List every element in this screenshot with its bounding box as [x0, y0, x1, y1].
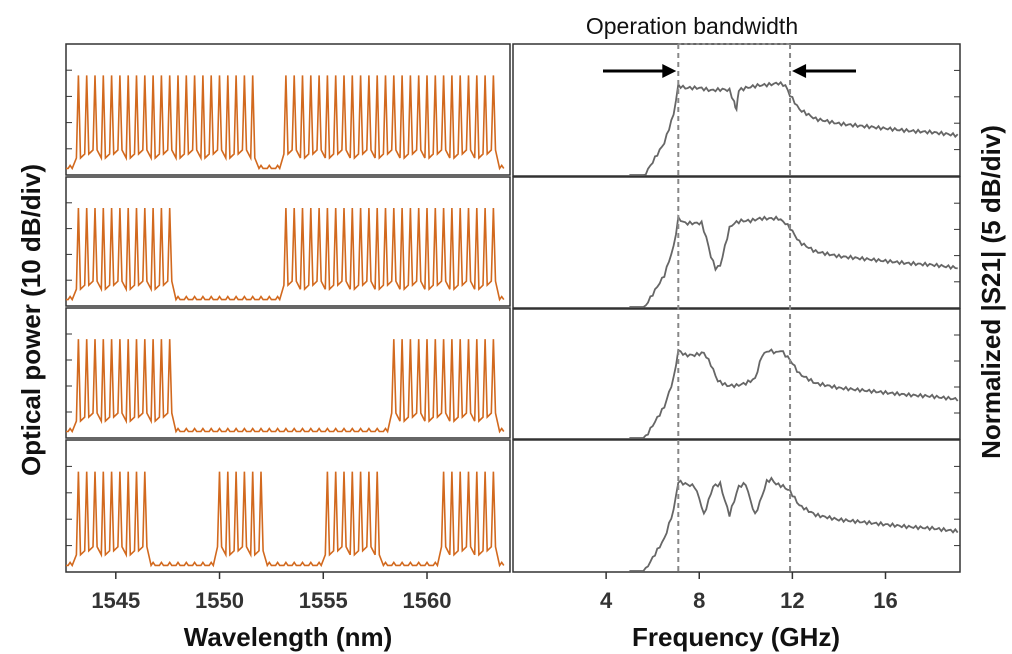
rf-subplot-frame — [512, 308, 961, 440]
frequency-tick-label: 4 — [600, 588, 613, 613]
right-arrow-head — [792, 64, 807, 78]
rf-response-panel: 4 8 12 16 — [512, 43, 961, 613]
rf-response-line — [629, 80, 959, 176]
rf-subplot-frame — [512, 43, 961, 177]
rf-response-line — [629, 214, 958, 308]
optical-spectrum-line — [66, 471, 505, 568]
optical-subplot-frame — [65, 43, 511, 176]
optical-spectra-panel: 1545 1550 1555 1560 — [65, 43, 511, 613]
optical-spectrum-line — [66, 75, 505, 171]
wavelength-tick-label: 1545 — [91, 588, 140, 613]
optical-subplot-frame — [65, 307, 511, 439]
wavelength-axis-title: Wavelength (nm) — [184, 622, 392, 652]
optical-subplot-frame — [65, 439, 511, 573]
wavelength-tick-label: 1555 — [299, 588, 348, 613]
optical-power-axis-title: Optical power (10 dB/div) — [16, 164, 46, 476]
wavelength-tick-label: 1560 — [403, 588, 452, 613]
rf-response-line — [629, 476, 959, 572]
frequency-tick-label: 8 — [693, 588, 705, 613]
rf-subplot-frame — [512, 439, 961, 573]
wavelength-tick-label: 1550 — [195, 588, 244, 613]
optical-spectrum-line — [66, 339, 505, 434]
frequency-axis-title: Frequency (GHz) — [632, 622, 840, 652]
frequency-tick-label: 12 — [780, 588, 804, 613]
operation-bandwidth-label: Operation bandwidth — [586, 13, 798, 39]
rf-subplot-frame — [512, 176, 961, 309]
left-arrow-head — [662, 64, 677, 78]
s21-axis-title: Normalized |S21| (5 dB/div) — [976, 125, 1006, 459]
frequency-tick-label: 16 — [873, 588, 897, 613]
optical-spectrum-line — [66, 207, 505, 302]
optical-subplot-frame — [65, 176, 511, 307]
rf-response-line — [629, 348, 959, 439]
